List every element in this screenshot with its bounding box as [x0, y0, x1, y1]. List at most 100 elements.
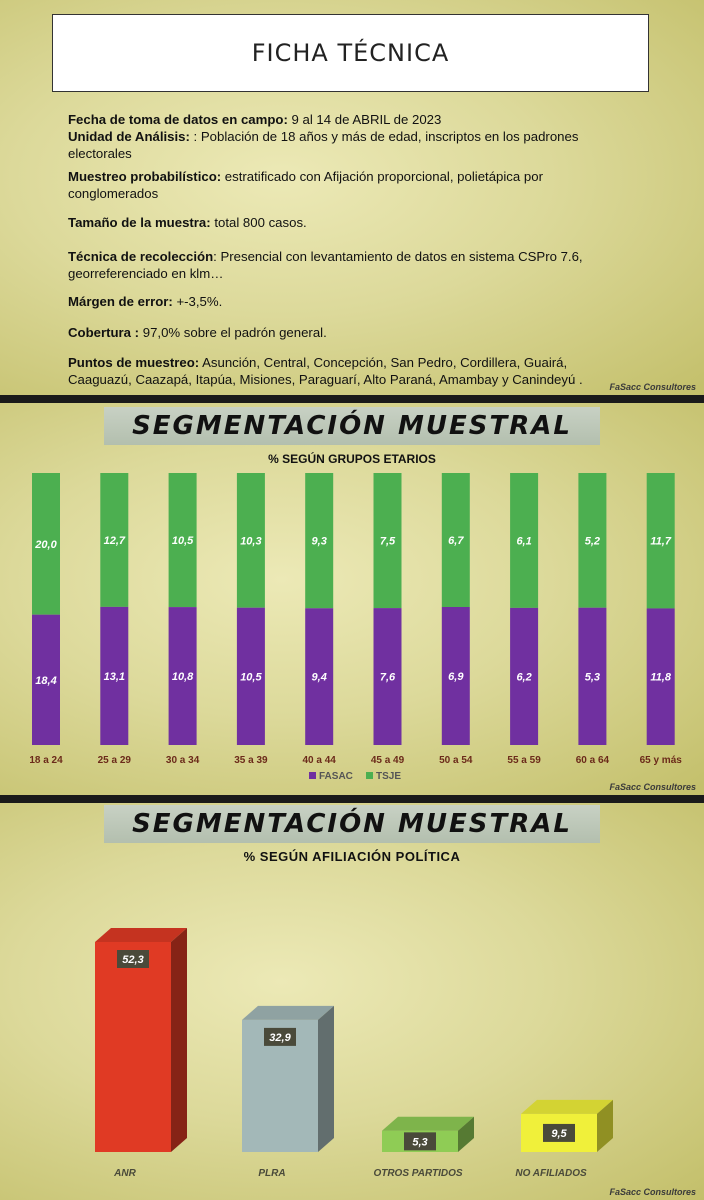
category-label: NO AFILIADOS	[515, 1168, 587, 1179]
legend-swatch-tsje	[366, 772, 373, 779]
data-label-fasac: 6,9	[448, 671, 464, 683]
data-label-fasac: 9,4	[312, 672, 327, 684]
data-label-tsje: 12,7	[104, 535, 126, 547]
data-label-fasac: 6,2	[516, 671, 531, 683]
bar-top	[242, 1005, 334, 1020]
field-margen: Márgen de error: +-3,5%.	[68, 293, 628, 310]
category-label: OTROS PARTIDOS	[373, 1168, 462, 1179]
category-label: PLRA	[258, 1168, 285, 1179]
data-label-box	[264, 1027, 296, 1046]
field-label: Unidad de Análisis:	[68, 129, 194, 144]
category-label: 18 a 24	[29, 755, 63, 766]
bar-fasac	[373, 608, 402, 745]
data-label-fasac: 5,3	[585, 671, 600, 683]
segmentacion-banner: SEGMENTACIÓN MUESTRAL	[104, 407, 600, 445]
bar-side	[597, 1099, 613, 1152]
bar-tsje	[305, 473, 334, 609]
data-label: 9,5	[551, 1128, 567, 1140]
grupos-etarios-panel: SEGMENTACIÓN MUESTRAL % SEGÚN GRUPOS ETA…	[0, 403, 704, 795]
bar-tsje	[373, 473, 402, 609]
data-label-tsje: 6,7	[448, 535, 464, 547]
bar-tsje	[510, 473, 539, 608]
data-label-box	[404, 1132, 436, 1151]
legend-swatch-fasac	[309, 772, 316, 779]
field-value: estratificado con Afijación proporcional…	[68, 169, 543, 201]
brand-label: FaSacc Consultores	[609, 382, 696, 392]
data-label-box	[117, 950, 149, 968]
field-fecha: Fecha de toma de datos en campo: 9 al 14…	[68, 111, 628, 128]
affiliation-3d-bar-chart: 52,3 ANR 32,9 PLRA 5,3 OTROS PARTIDOS 9,5 NO AF…	[95, 928, 613, 1179]
field-label: Fecha de toma de datos en campo:	[68, 112, 288, 127]
bar-side	[318, 1005, 334, 1152]
bar-front	[95, 942, 171, 1152]
category-label: 30 a 34	[166, 755, 200, 766]
category-label: 40 a 44	[303, 755, 337, 766]
bar-side	[458, 1116, 474, 1152]
category-label: 55 a 59	[507, 755, 541, 766]
bar-tsje	[168, 473, 197, 608]
field-label: Tamaño de la muestra:	[68, 215, 211, 230]
field-unidad: Unidad de Análisis: : Población de 18 añ…	[68, 128, 628, 162]
bar-tsje	[32, 473, 60, 615]
data-label-tsje: 11,7	[650, 536, 671, 548]
data-label-tsje: 10,5	[172, 535, 194, 547]
category-label: 45 a 49	[371, 755, 405, 766]
bar-fasac	[168, 607, 197, 745]
age-stacked-bar-chart: 20,0 18,4 18 a 24 12,7 13,1 25 a 29 10,5 10,8 30…	[29, 473, 683, 782]
segmentacion-banner: SEGMENTACIÓN MUESTRAL	[104, 805, 600, 843]
field-label: Cobertura :	[68, 325, 143, 340]
category-label: 35 a 39	[234, 755, 268, 766]
data-label-tsje: 10,3	[240, 535, 261, 547]
field-label: Puntos de muestreo:	[68, 355, 200, 370]
ficha-title-box: FICHA TÉCNICA	[52, 14, 649, 92]
chart-title: % SEGÚN GRUPOS ETARIOS	[268, 452, 436, 466]
bar-top	[382, 1116, 474, 1131]
data-label-tsje: 20,0	[34, 539, 57, 551]
bar-fasac	[441, 607, 470, 745]
data-label: 52,3	[122, 954, 143, 966]
bar-fasac	[32, 614, 60, 745]
bar-tsje	[100, 473, 129, 607]
bar-top	[521, 1099, 613, 1114]
data-label-fasac: 7,6	[380, 672, 396, 684]
data-label: 5,3	[412, 1136, 427, 1148]
data-label-tsje: 7,5	[380, 536, 396, 548]
bar-fasac	[236, 607, 265, 745]
bar-fasac	[510, 607, 539, 745]
field-value: +-3,5%.	[172, 294, 223, 309]
brand-label: FaSacc Consultores	[609, 782, 696, 792]
brand-label: FaSacc Consultores	[609, 1187, 696, 1197]
bar-tsje	[646, 473, 675, 609]
data-label-fasac: 11,8	[650, 672, 671, 684]
bar-tsje	[441, 473, 470, 607]
field-value: Asunción, Central, Concepción, San Pedro…	[68, 355, 583, 387]
data-label-fasac: 10,8	[172, 671, 194, 683]
field-label: Técnica de recolección	[68, 249, 214, 264]
bar-tsje	[578, 473, 607, 608]
chart-title: % SEGÚN AFILIACIÓN POLÍTICA	[243, 849, 461, 864]
ficha-tecnica-panel: FICHA TÉCNICA Fecha de toma de datos en …	[0, 0, 704, 395]
bar-top	[95, 928, 187, 942]
banner-title: SEGMENTACIÓN MUESTRAL	[132, 411, 572, 441]
field-cobertura: Cobertura : 97,0% sobre el padrón genera…	[68, 324, 628, 341]
data-label-tsje: 5,2	[585, 535, 600, 547]
legend-label-fasac: FASAC	[319, 771, 353, 782]
afiliacion-panel: SEGMENTACIÓN MUESTRAL % SEGÚN AFILIACIÓN…	[0, 803, 704, 1200]
data-label-tsje: 6,1	[516, 535, 531, 547]
field-label: Muestreo probabilístico:	[68, 169, 222, 184]
bar-fasac	[100, 606, 129, 745]
data-label-fasac: 18,4	[35, 675, 56, 687]
data-label-tsje: 9,3	[312, 536, 327, 548]
category-label: 60 a 64	[576, 755, 610, 766]
field-puntos: Puntos de muestreo: Asunción, Central, C…	[68, 354, 628, 388]
category-label: 50 a 54	[439, 755, 473, 766]
data-label-box	[543, 1123, 575, 1142]
category-label: 65 y más	[640, 755, 683, 766]
bar-tsje	[236, 473, 265, 608]
field-value: total 800 casos.	[210, 215, 307, 230]
data-label-fasac: 13,1	[104, 671, 125, 683]
category-label: ANR	[113, 1168, 136, 1179]
bar-side	[171, 928, 187, 1152]
category-label: 25 a 29	[98, 755, 132, 766]
field-tecnica: Técnica de recolección: Presencial con l…	[68, 248, 628, 282]
